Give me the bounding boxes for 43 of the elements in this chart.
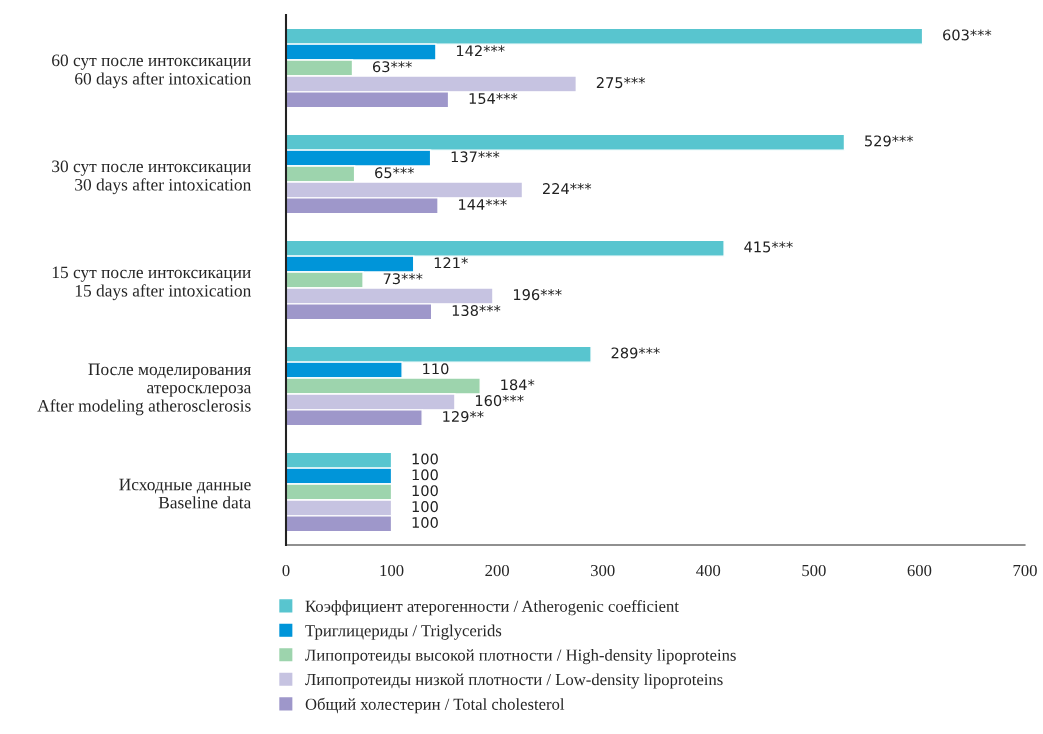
data-label: 65*** <box>375 167 415 179</box>
data-label: 154*** <box>469 93 518 105</box>
data-label: 73*** <box>383 273 423 285</box>
y-tick-label: Исходные данные Baseline data <box>119 478 252 509</box>
legend-label: Липопротеиды высокой плотности / High-density lipoproteins <box>305 649 736 665</box>
x-tick-label: 400 <box>696 564 721 577</box>
legend-label: Коэффициент атерогенности / Atherogenic coefficient <box>305 600 679 616</box>
data-label: 144*** <box>459 199 507 210</box>
data-label: 275*** <box>596 77 646 89</box>
data-label: 196*** <box>513 289 562 301</box>
y-tick-label: После моделирования атеросклероза After modeling atherosclerosis <box>37 363 252 416</box>
data-label: 415*** <box>744 241 793 253</box>
x-tick-label: 100 <box>380 564 404 577</box>
data-label: 160*** <box>475 395 524 407</box>
x-tick-label: 500 <box>802 564 826 577</box>
data-label: 529*** <box>865 135 914 147</box>
data-label: 224*** <box>542 183 592 194</box>
data-label: 100 <box>412 453 438 465</box>
y-tick-label: 60 сут после интоксикации 60 days after intoxication <box>52 54 252 89</box>
data-label: 100 <box>412 501 438 513</box>
data-label: 110 <box>423 363 449 375</box>
data-label: 100 <box>412 517 438 529</box>
legend-label: Липопротеиды низкой плотности / Low-density lipoproteins <box>305 673 723 689</box>
y-tick-label: 30 сут после интоксикации 30 days after intoxication <box>52 160 252 195</box>
y-tick-label: 15 сут после интоксикации 15 days after intoxication <box>52 266 252 301</box>
data-label: 289*** <box>611 347 660 359</box>
x-tick-label: 600 <box>907 564 932 577</box>
x-tick-label: 200 <box>485 564 510 577</box>
x-tick-label: 0 <box>282 564 290 577</box>
x-tick-label: 300 <box>591 564 615 577</box>
x-tick-label: 700 <box>1013 564 1037 577</box>
legend-label: Общий холестерин / Total cholesterol <box>305 697 565 714</box>
data-label: 603*** <box>943 29 992 41</box>
data-label: 129** <box>443 411 484 423</box>
data-label: 138*** <box>452 305 501 317</box>
data-label: 121* <box>434 257 468 269</box>
data-label: 137*** <box>451 151 500 163</box>
data-label: 184* <box>501 379 535 391</box>
data-label: 100 <box>412 485 438 497</box>
legend-label: Триглицериды / Triglycerids <box>305 624 502 640</box>
data-label: 142*** <box>456 45 505 57</box>
data-label: 100 <box>412 469 438 481</box>
data-label: 63*** <box>372 61 412 73</box>
